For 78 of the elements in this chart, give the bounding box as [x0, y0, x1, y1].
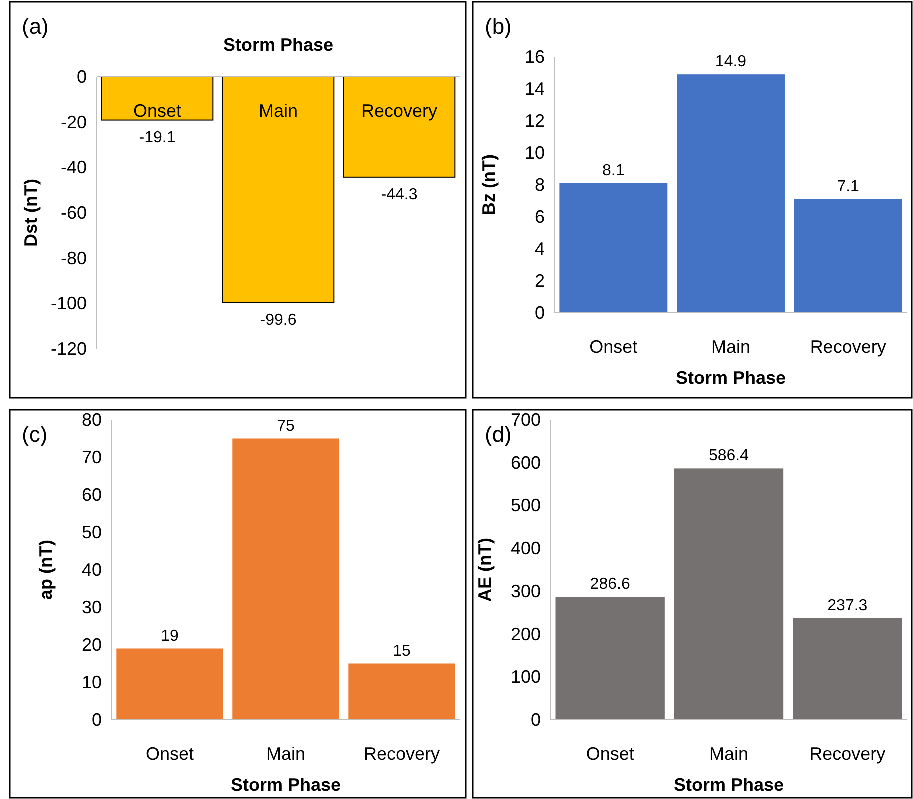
data-label: 75 — [277, 418, 295, 435]
y-tick-label: 12 — [524, 111, 545, 131]
y-tick-label: 500 — [510, 496, 541, 516]
y-tick-label: 0 — [534, 303, 545, 323]
y-tick-label: 0 — [76, 67, 87, 87]
y-tick-label: 700 — [510, 410, 541, 430]
y-tick-label: 14 — [524, 79, 545, 99]
y-tick-label: -120 — [50, 339, 87, 359]
bar — [348, 664, 456, 720]
y-tick-label: 60 — [82, 485, 102, 505]
bar — [232, 438, 340, 720]
x-tick-label: Main — [711, 337, 751, 357]
text: (b) — [485, 14, 512, 39]
y-axis-title: AE (nT) — [475, 538, 495, 602]
x-axis-title: Storm Phase — [230, 775, 342, 795]
y-tick-label: 30 — [82, 598, 102, 618]
bar — [560, 183, 668, 313]
y-tick-label: 100 — [510, 667, 541, 688]
data-label: 19 — [161, 628, 179, 645]
text: (a) — [22, 14, 49, 39]
y-tick-label: 200 — [510, 624, 541, 644]
y-axis-title: ap (nT) — [36, 540, 56, 600]
x-axis-title: Storm Phase — [223, 35, 334, 55]
y-tick-label: 400 — [510, 538, 541, 559]
data-label: -44.3 — [381, 186, 418, 204]
y-tick-label: 10 — [82, 672, 102, 692]
y-tick-label: 4 — [534, 239, 545, 259]
y-tick-label: -80 — [60, 248, 87, 268]
y-tick-label: -100 — [50, 294, 87, 314]
y-tick-label: -60 — [60, 203, 87, 223]
x-tick-label: Recovery — [364, 744, 440, 764]
x-tick-label: Onset — [586, 744, 634, 764]
y-tick-label: 50 — [82, 522, 102, 542]
data-label: -99.6 — [260, 312, 297, 329]
y-tick-label: 10 — [524, 143, 545, 163]
x-tick-label: Recovery — [361, 101, 438, 121]
y-tick-label: 600 — [510, 452, 541, 473]
y-tick-label: 20 — [82, 635, 102, 655]
y-tick-label: 2 — [534, 271, 545, 291]
x-tick-label: Main — [258, 101, 298, 121]
y-tick-label: 300 — [510, 581, 541, 602]
y-tick-label: 80 — [82, 410, 102, 430]
bar — [793, 618, 902, 720]
x-axis-title: Storm Phase — [674, 775, 784, 795]
y-tick-label: 16 — [524, 47, 545, 67]
bar — [556, 597, 665, 720]
x-tick-label: Main — [709, 744, 749, 764]
y-tick-label: 40 — [82, 560, 102, 580]
data-label: -19.1 — [139, 129, 176, 146]
bar — [677, 74, 785, 313]
x-tick-label: Main — [266, 744, 306, 764]
data-label: 286.6 — [590, 576, 630, 594]
y-tick-label: 0 — [530, 710, 541, 730]
y-tick-label: 70 — [82, 448, 102, 468]
text: (d) — [485, 422, 512, 447]
x-axis-title: Storm Phase — [676, 368, 786, 388]
x-tick-label: Onset — [146, 744, 194, 764]
x-tick-label: Onset — [133, 101, 182, 121]
x-tick-label: Onset — [590, 337, 638, 357]
y-tick-label: -40 — [60, 158, 87, 178]
y-tick-label: 0 — [92, 710, 102, 730]
data-label: 14.9 — [715, 54, 747, 71]
bar — [794, 199, 902, 313]
data-label: 586.4 — [708, 448, 750, 465]
y-tick-label: 8 — [534, 175, 545, 195]
bar — [116, 648, 224, 720]
y-axis-title: Bz (nT) — [479, 154, 499, 216]
data-label: 7.1 — [837, 178, 860, 196]
x-tick-label: Recovery — [810, 744, 886, 764]
y-tick-label: -20 — [60, 112, 87, 132]
bar — [674, 468, 784, 720]
text: (c) — [22, 422, 48, 447]
data-label: 8.1 — [602, 162, 625, 180]
y-tick-label: 6 — [534, 207, 545, 227]
data-label: 15 — [393, 642, 411, 660]
x-tick-label: Recovery — [810, 337, 886, 357]
y-axis-title: Dst (nT) — [21, 179, 41, 247]
data-label: 237.3 — [828, 597, 868, 614]
